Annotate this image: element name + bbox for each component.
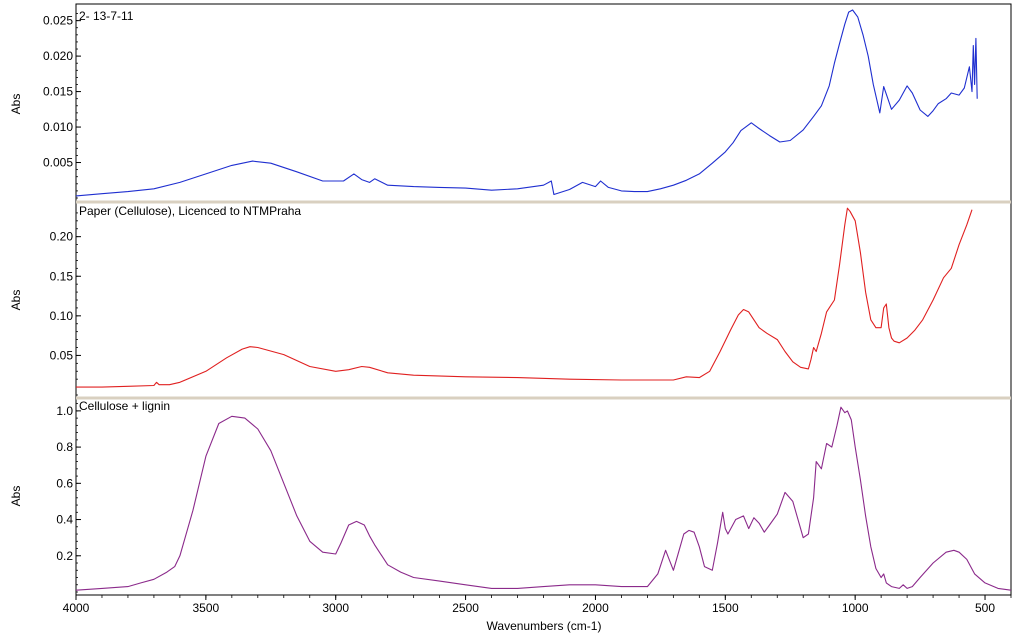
y-tick-label: 0.15	[50, 269, 74, 283]
spectrum-line-1	[75, 9, 978, 197]
x-tick-label: 1500	[712, 601, 739, 615]
x-tick-label: 4000	[63, 601, 90, 615]
panel-2: 0.05 0.10 0.15 0.20 Abs Paper (Cellulose), Li…	[9, 204, 973, 396]
y-tick-label: 0.015	[43, 85, 73, 99]
y-tick-label: 0.020	[43, 49, 73, 63]
x-axis-label: Wavenumbers (cm-1)	[487, 619, 602, 633]
panel-1: 0.005 0.010 0.015 0.020 0.025 Abs 2- 13-7-11	[9, 9, 978, 199]
x-tick-label: 2000	[582, 601, 609, 615]
panel-title: Cellulose + lignin	[79, 399, 170, 413]
spectrum-line-3	[75, 406, 1012, 591]
y-tick-label: 0.10	[50, 309, 74, 323]
y-axis-label: Abs	[9, 290, 23, 311]
x-axis: 4000 3500 3000 2500 2000 1500 1000 500	[63, 595, 1012, 615]
y-tick-label: 0.05	[50, 348, 74, 362]
y-tick-label: 0.005	[43, 156, 73, 170]
y-tick-label: 1.0	[56, 404, 73, 418]
y-tick-label: 0.025	[43, 14, 73, 28]
y-tick-label: 0.6	[56, 476, 73, 490]
panel-title: 2- 13-7-11	[79, 9, 134, 23]
plot-frame	[75, 3, 1012, 596]
y-tick-label: 0.2	[56, 549, 73, 563]
y-tick-label: 0.20	[50, 230, 74, 244]
x-tick-label: 3000	[322, 601, 349, 615]
panel-title: Paper (Cellulose), Licenced to NTMPraha	[79, 204, 301, 218]
x-tick-label: 500	[975, 601, 995, 615]
x-tick-label: 2500	[452, 601, 479, 615]
panel-3: 0.2 0.4 0.6 0.8 1.0 Abs Cellulose + lignin	[9, 399, 1012, 593]
x-tick-label: 1000	[842, 601, 869, 615]
y-tick-label: 0.8	[56, 440, 73, 454]
y-tick-label: 0.010	[43, 120, 73, 134]
y-axis-label: Abs	[9, 486, 23, 507]
spectrum-line-2	[76, 207, 973, 388]
x-tick-label: 3500	[193, 601, 220, 615]
y-axis-label: Abs	[9, 94, 23, 115]
y-tick-label: 0.4	[56, 513, 73, 527]
